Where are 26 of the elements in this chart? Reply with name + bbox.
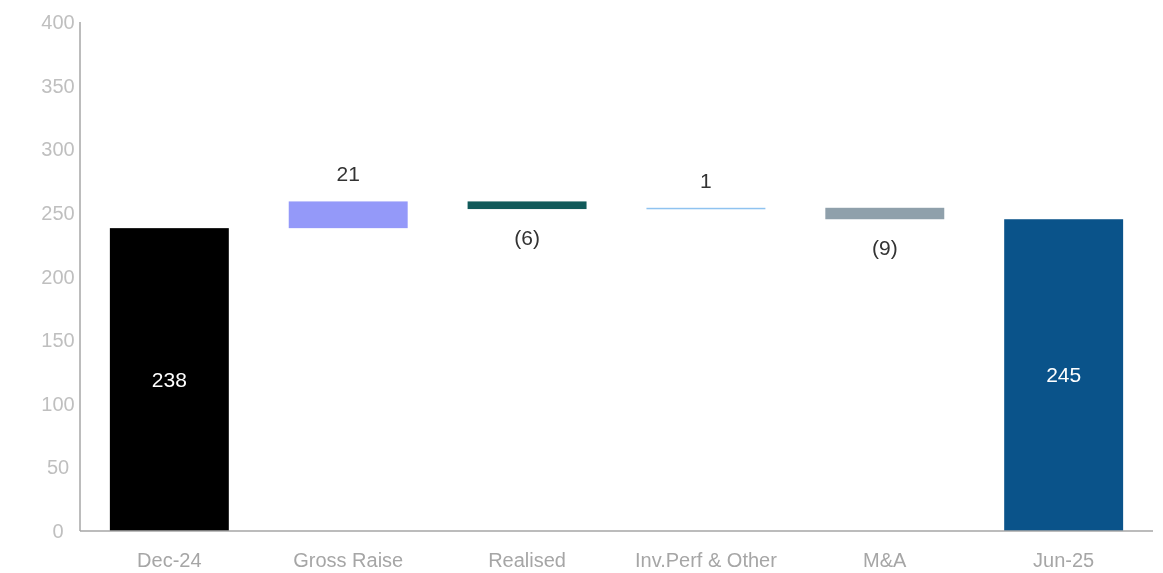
y-tick-label: 0 [52, 520, 64, 542]
y-tick-label: 250 [41, 201, 75, 224]
x-tick-label: Inv.Perf & Other [634, 549, 778, 571]
y-tick-label: 200 [41, 265, 75, 288]
data-label: 238 [151, 367, 187, 391]
y-tick-label: 400 [41, 11, 75, 33]
data-label: 1 [700, 168, 712, 192]
x-tick-label: Jun-25 [1033, 549, 1095, 571]
y-tick-label: 150 [41, 329, 75, 352]
y-tick-label: 100 [41, 392, 75, 415]
bar [467, 201, 587, 210]
bar [109, 228, 229, 531]
data-label: (9) [871, 236, 898, 260]
bar [288, 201, 408, 229]
bar [825, 207, 945, 220]
x-tick-label: Gross Raise [293, 549, 404, 571]
y-tick-label: 300 [41, 138, 75, 161]
y-tick-label: 350 [41, 74, 75, 97]
data-label: (6) [514, 226, 540, 250]
data-label: 245 [1046, 363, 1082, 387]
x-tick-label: Realised [488, 549, 566, 571]
data-label: 21 [336, 162, 360, 186]
bar [1004, 219, 1124, 531]
x-tick-label: Dec-24 [137, 549, 202, 571]
x-tick-label: M&A [863, 549, 908, 571]
y-tick-label: 50 [46, 456, 70, 479]
